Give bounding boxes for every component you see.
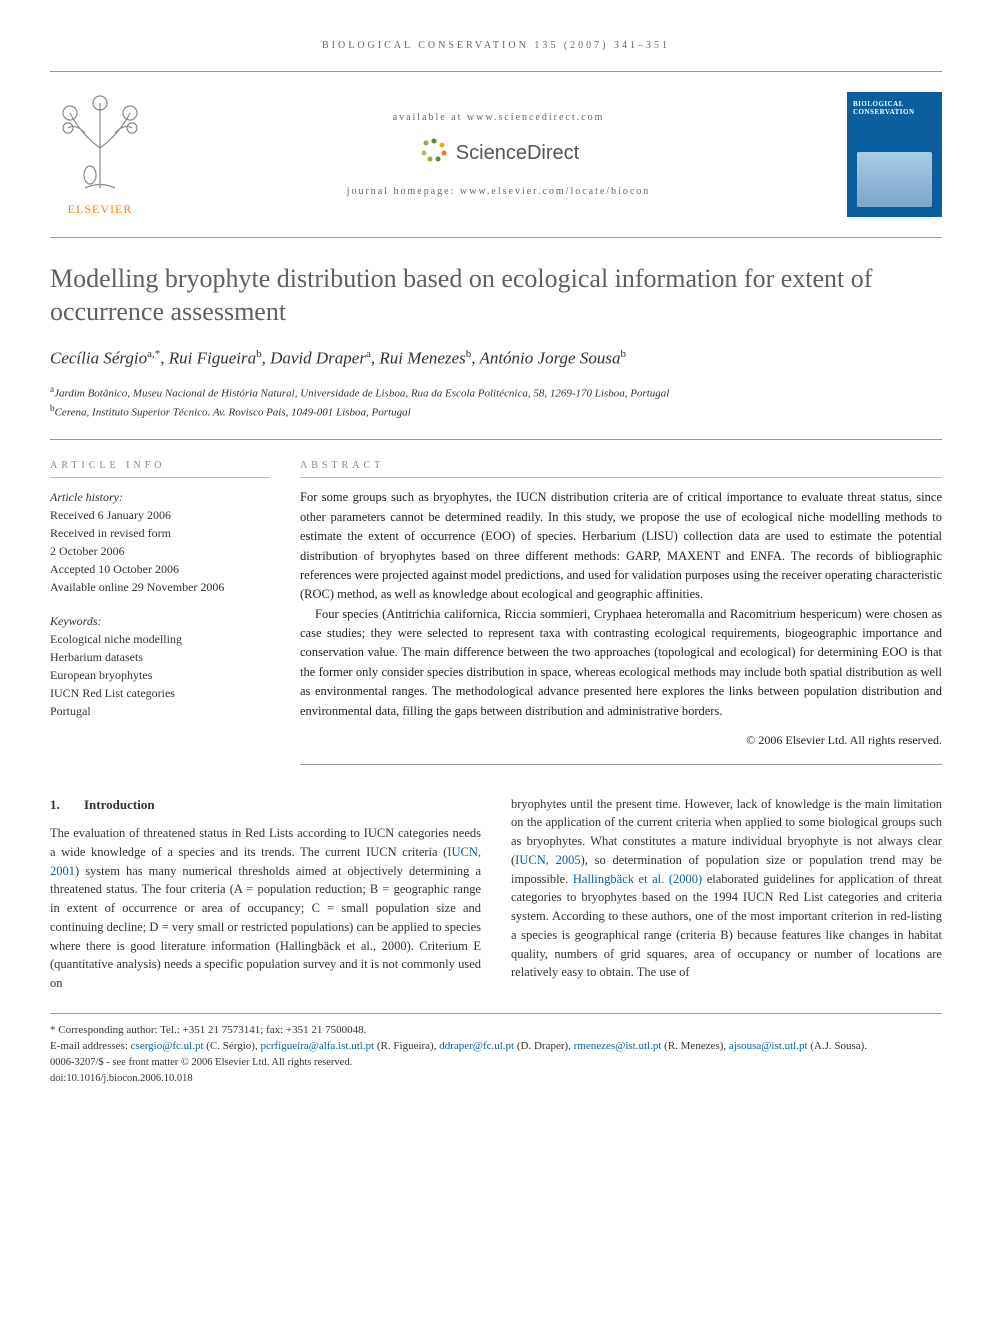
column-right: bryophytes until the present time. Howev…	[511, 795, 942, 993]
history-line: Accepted 10 October 2006	[50, 560, 270, 578]
column-left: 1.Introduction The evaluation of threate…	[50, 795, 481, 993]
keyword: Portugal	[50, 702, 270, 720]
journal-homepage: journal homepage: www.elsevier.com/locat…	[150, 186, 847, 197]
email-link[interactable]: csergio@fc.ul.pt	[131, 1040, 204, 1052]
tree-icon	[50, 93, 150, 193]
abstract-copyright: © 2006 Elsevier Ltd. All rights reserved…	[300, 731, 942, 765]
authors: Cecília Sérgioa,*, Rui Figueirab, David …	[50, 348, 942, 369]
article-title: Modelling bryophyte distribution based o…	[50, 263, 942, 328]
article-info-head: ARTICLE INFO	[50, 458, 270, 478]
abstract: ABSTRACT For some groups such as bryophy…	[300, 458, 942, 765]
paragraph: The evaluation of threatened status in R…	[50, 824, 481, 993]
journal-cover-title: BIOLOGICAL CONSERVATION	[853, 100, 936, 116]
section-title: Introduction	[84, 797, 155, 812]
email-link[interactable]: ddraper@fc.ul.pt	[439, 1040, 514, 1052]
history-line: 2 October 2006	[50, 542, 270, 560]
publisher-name: ELSEVIER	[50, 202, 150, 217]
history-label: Article history:	[50, 488, 270, 506]
section-heading: 1.Introduction	[50, 795, 481, 815]
journal-cover: BIOLOGICAL CONSERVATION	[847, 92, 942, 217]
abstract-p1: For some groups such as bryophytes, the …	[300, 488, 942, 604]
keyword: Ecological niche modelling	[50, 630, 270, 648]
body-text: 1.Introduction The evaluation of threate…	[50, 795, 942, 993]
email-link[interactable]: rmenezes@ist.utl.pt	[574, 1040, 662, 1052]
footnotes: * Corresponding author: Tel.: +351 21 75…	[50, 1013, 942, 1087]
emails-line: E-mail addresses: csergio@fc.ul.pt (C. S…	[50, 1038, 942, 1055]
keywords: Keywords: Ecological niche modellingHerb…	[50, 612, 270, 720]
abstract-p2: Four species (Antitrichia californica, R…	[300, 605, 942, 721]
email-link[interactable]: pcrfigueira@alfa.ist.utl.pt	[260, 1040, 374, 1052]
keyword: IUCN Red List categories	[50, 684, 270, 702]
sd-name: ScienceDirect	[456, 142, 579, 165]
elsevier-logo: ELSEVIER	[50, 93, 150, 217]
sciencedirect-logo: ScienceDirect	[418, 135, 579, 172]
history-line: Received 6 January 2006	[50, 506, 270, 524]
keyword: Herbarium datasets	[50, 648, 270, 666]
issn-line: 0006-3207/$ - see front matter © 2006 El…	[50, 1055, 942, 1071]
journal-cover-image	[857, 152, 932, 207]
emails-label: E-mail addresses:	[50, 1040, 131, 1052]
article-info: ARTICLE INFO Article history: Received 6…	[50, 458, 270, 765]
running-header: BIOLOGICAL CONSERVATION 135 (2007) 341–3…	[50, 40, 942, 51]
sd-swirl-icon	[418, 135, 450, 172]
keyword: European bryophytes	[50, 666, 270, 684]
corresponding-author: * Corresponding author: Tel.: +351 21 75…	[50, 1022, 942, 1039]
abstract-head: ABSTRACT	[300, 458, 942, 479]
history-line: Available online 29 November 2006	[50, 578, 270, 596]
affiliations: aJardim Botânico, Museu Nacional de Hist…	[50, 383, 942, 421]
section-number: 1.	[50, 795, 84, 815]
masthead: ELSEVIER available at www.sciencedirect.…	[50, 71, 942, 238]
history-line: Received in revised form	[50, 524, 270, 542]
doi-line: doi:10.1016/j.biocon.2006.10.018	[50, 1071, 942, 1087]
email-link[interactable]: ajsousa@ist.utl.pt	[729, 1040, 808, 1052]
keywords-label: Keywords:	[50, 612, 270, 630]
available-at: available at www.sciencedirect.com	[150, 112, 847, 123]
paragraph: bryophytes until the present time. Howev…	[511, 795, 942, 983]
article-history: Article history: Received 6 January 2006…	[50, 488, 270, 596]
